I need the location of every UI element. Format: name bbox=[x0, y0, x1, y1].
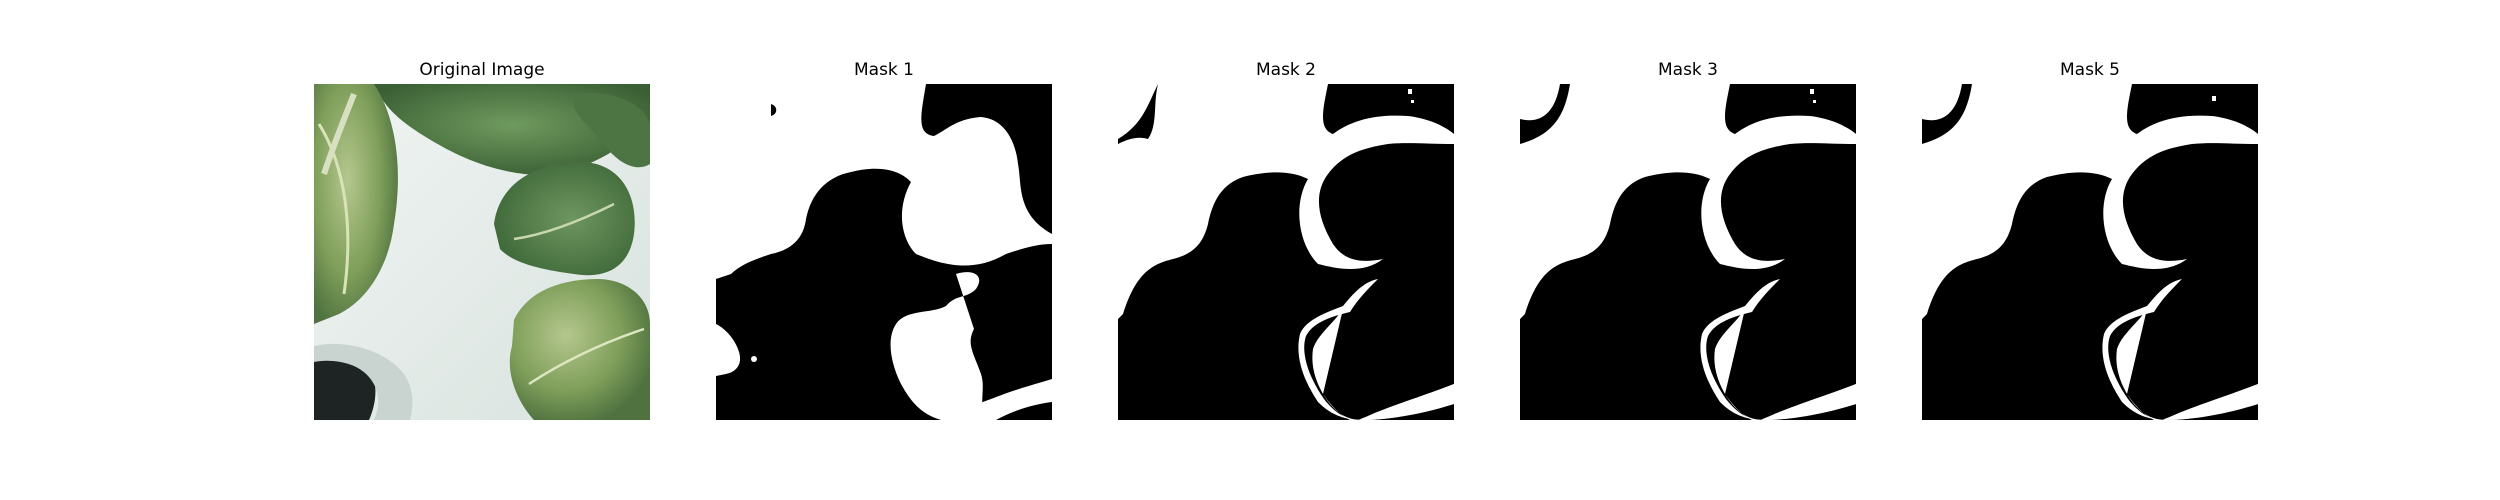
mask-foreground bbox=[716, 84, 1052, 279]
mask-foreground bbox=[716, 324, 741, 376]
panel-title: Mask 5 bbox=[2059, 60, 2120, 80]
mask-speck bbox=[1813, 100, 1816, 103]
mask-speck bbox=[1810, 89, 1814, 94]
mask-foreground bbox=[890, 272, 986, 420]
leaf-bottom-right-vein bbox=[528, 327, 645, 386]
panel-title: Mask 2 bbox=[1255, 60, 1316, 80]
mask-foreground bbox=[2102, 279, 2258, 420]
pot-rim bbox=[314, 343, 413, 420]
stem bbox=[321, 92, 357, 175]
mask-foreground bbox=[1118, 84, 1158, 139]
mask-foreground bbox=[1922, 84, 2258, 319]
mask-speck bbox=[2212, 96, 2216, 101]
mask-1-image bbox=[716, 84, 1052, 420]
mask-foreground bbox=[1298, 279, 1454, 420]
mask-foreground bbox=[1520, 84, 1570, 144]
mask-speck bbox=[761, 165, 775, 179]
panel-title: Original Image bbox=[419, 60, 545, 80]
leaf-left-vein bbox=[317, 123, 350, 295]
leaf-bottom-right bbox=[509, 279, 650, 420]
leaf-top-right bbox=[573, 93, 650, 168]
panel-title: Mask 1 bbox=[853, 60, 914, 80]
mask-foreground bbox=[1700, 279, 1856, 420]
original-image bbox=[314, 84, 650, 420]
pot-shadow bbox=[314, 355, 376, 420]
leaf-right-middle-vein bbox=[513, 202, 615, 241]
mask-3-image bbox=[1520, 84, 1856, 420]
panel-title: Mask 3 bbox=[1657, 60, 1718, 80]
mask-foreground bbox=[771, 104, 777, 116]
mask-foreground bbox=[1922, 84, 1972, 144]
mask-speck bbox=[1408, 89, 1412, 94]
mask-foreground bbox=[1118, 84, 1454, 319]
leaf-right-middle bbox=[494, 161, 635, 276]
mask-speck bbox=[751, 356, 757, 362]
mask-speck bbox=[952, 414, 972, 420]
mask-5-image bbox=[1922, 84, 2258, 420]
mask-2-image bbox=[1118, 84, 1454, 420]
mask-foreground bbox=[1520, 84, 1856, 319]
mask-speck bbox=[1411, 100, 1414, 103]
